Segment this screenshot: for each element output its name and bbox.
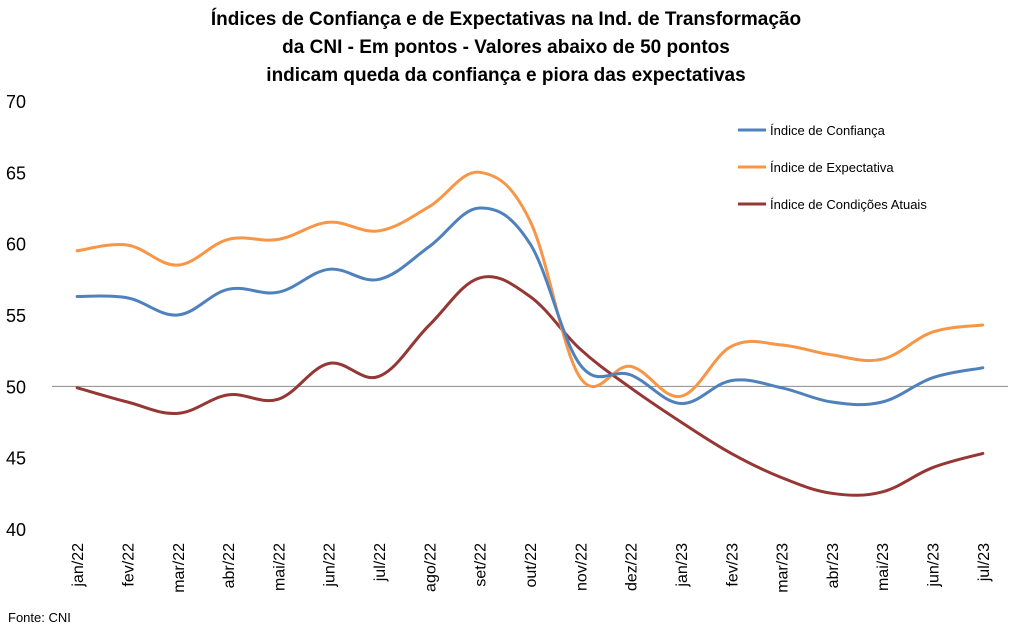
series-line-1	[75, 170, 985, 398]
x-tick-label: jun/22	[322, 543, 339, 588]
x-tick-label: abr/23	[825, 543, 842, 588]
x-axis-ticks: jan/22 fev/22 mar/22 abr/22 mai/22 jun/22 jul/…	[70, 543, 993, 593]
x-tick-label: dez/22	[624, 543, 641, 591]
y-tick-label: 65	[6, 163, 26, 183]
x-tick-label: mai/23	[875, 543, 892, 591]
x-tick-label: fev/22	[120, 543, 137, 587]
legend-label: Índice de Confiança	[770, 123, 886, 138]
chart-title-line-1: Índices de Confiança e de Expectativas n…	[210, 9, 802, 30]
y-tick-label: 70	[6, 92, 26, 112]
series-line-0	[75, 206, 985, 407]
y-tick-label: 45	[6, 449, 26, 469]
x-tick-label: abr/22	[221, 543, 238, 588]
source-note: Fonte: CNI	[8, 610, 71, 625]
x-tick-label: jan/23	[674, 543, 691, 588]
series-lines	[75, 170, 985, 497]
y-tick-label: 60	[6, 235, 26, 255]
series-line-2	[75, 275, 985, 497]
x-tick-label: set/22	[473, 543, 490, 587]
x-tick-label: mar/22	[171, 543, 188, 593]
chart-title: Índices de Confiança e de Expectativas n…	[0, 6, 1012, 90]
x-tick-label: jan/22	[70, 543, 87, 588]
legend-label: Índice de Expectativa	[770, 160, 894, 175]
x-tick-label: jul/23	[976, 543, 993, 582]
x-tick-label: ago/22	[422, 543, 439, 592]
y-tick-label: 40	[6, 520, 26, 540]
x-tick-label: mar/23	[775, 543, 792, 593]
legend: Índice de Confiança Índice de Expectativa…	[738, 123, 927, 212]
y-tick-label: 50	[6, 377, 26, 397]
y-tick-label: 55	[6, 306, 26, 326]
legend-label: Índice de Condições Atuais	[770, 197, 927, 212]
x-tick-label: out/22	[523, 543, 540, 588]
x-tick-label: jul/22	[372, 543, 389, 582]
y-axis-ticks: 40 45 50 55 60 65 70	[6, 92, 26, 540]
x-tick-label: mai/22	[271, 543, 288, 591]
chart-title-line-3: indicam queda da confiança e piora das e…	[266, 65, 746, 86]
x-tick-label: jun/23	[926, 543, 943, 588]
chart-title-line-2: da CNI - Em pontos - Valores abaixo de 5…	[282, 37, 730, 58]
x-tick-label: fev/23	[724, 543, 741, 587]
x-tick-label: nov/22	[573, 543, 590, 591]
